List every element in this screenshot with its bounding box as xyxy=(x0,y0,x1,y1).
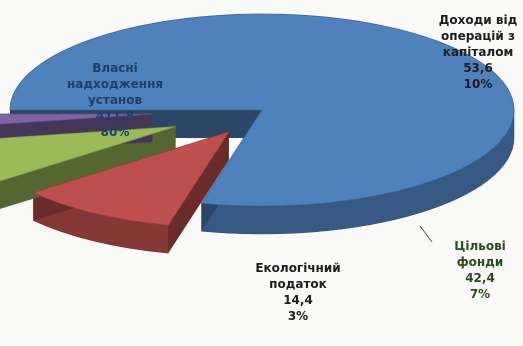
slice-label-0-line-4: 80% xyxy=(101,125,130,139)
slice-label-2: Цільові фонди 42,4 7% xyxy=(454,239,506,301)
pie-slice-2 xyxy=(0,126,176,182)
slice-label-3-line-0: Екологічний xyxy=(255,261,340,275)
leader-line-3 xyxy=(419,225,433,243)
slice-label-0-line-1: надходження xyxy=(67,77,163,91)
slice-label-1-line-1: операцій з xyxy=(441,29,515,43)
slice-label-0-line-0: Власні xyxy=(92,61,138,75)
slice-label-2-line-2: 42,4 xyxy=(465,271,495,285)
slice-label-1: Доходи від операцій з капіталом 53,6 10% xyxy=(439,13,518,91)
slice-label-3-line-3: 3% xyxy=(288,309,308,323)
pie-slice-3 xyxy=(0,113,153,125)
slice-label-3-line-1: податок xyxy=(269,277,327,291)
slice-label-1-line-2: капіталом xyxy=(443,45,514,59)
slice-labels: Власні надходження установ 411,8 80% Доходи в… xyxy=(67,13,518,323)
slice-label-1-line-3: 53,6 xyxy=(463,61,493,75)
slice-label-0-line-3: 411,8 xyxy=(96,109,134,123)
pie-slice-0 xyxy=(9,13,515,207)
slice-label-2-line-3: 7% xyxy=(470,287,490,301)
slice-label-1-line-0: Доходи від xyxy=(439,13,518,27)
slice-label-1-line-4: 10% xyxy=(464,77,493,91)
slice-label-2-line-1: фонди xyxy=(457,255,504,269)
pie-tops xyxy=(0,13,515,226)
slice-label-0: Власні надходження установ 411,8 80% xyxy=(67,61,163,139)
slice-label-2-line-0: Цільові xyxy=(454,239,506,253)
slice-label-0-line-2: установ xyxy=(88,93,143,107)
pie-slice-1 xyxy=(32,131,230,226)
slice-label-3-line-2: 14,4 xyxy=(283,293,313,307)
slice-label-3: Екологічний податок 14,4 3% xyxy=(255,261,340,323)
